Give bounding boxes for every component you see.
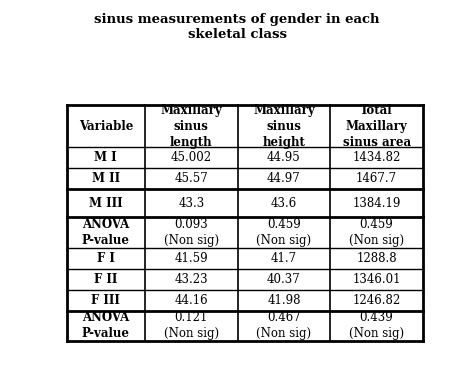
Text: 40.37: 40.37 <box>267 273 301 286</box>
Text: 41.98: 41.98 <box>267 294 301 307</box>
Text: 1288.8: 1288.8 <box>356 251 397 264</box>
Text: 41.59: 41.59 <box>174 251 208 264</box>
Text: F II: F II <box>94 273 118 286</box>
Text: 44.16: 44.16 <box>174 294 208 307</box>
Text: Total
Maxillary
sinus area: Total Maxillary sinus area <box>343 104 410 149</box>
Text: F III: F III <box>91 294 120 307</box>
Text: 0.093
(Non sig): 0.093 (Non sig) <box>164 218 219 247</box>
Text: 44.97: 44.97 <box>267 172 301 185</box>
Text: 43.6: 43.6 <box>271 196 297 209</box>
Text: Maxillary
sinus
length: Maxillary sinus length <box>160 104 222 149</box>
Text: 0.467
(Non sig): 0.467 (Non sig) <box>256 311 311 340</box>
Text: 43.23: 43.23 <box>174 273 208 286</box>
Text: Variable: Variable <box>79 120 133 132</box>
Text: ANOVA
P-value: ANOVA P-value <box>82 218 130 247</box>
Text: 1246.82: 1246.82 <box>353 294 401 307</box>
Text: 0.439
(Non sig): 0.439 (Non sig) <box>349 311 404 340</box>
Text: 1384.19: 1384.19 <box>352 196 401 209</box>
Text: Maxillary
sinus
height: Maxillary sinus height <box>253 104 315 149</box>
Text: ANOVA
P-value: ANOVA P-value <box>82 311 130 340</box>
Text: 1434.82: 1434.82 <box>352 151 401 164</box>
Text: M II: M II <box>92 172 120 185</box>
Text: 0.459
(Non sig): 0.459 (Non sig) <box>349 218 404 247</box>
Text: F I: F I <box>97 251 115 264</box>
Text: 1346.01: 1346.01 <box>352 273 401 286</box>
Text: sinus measurements of gender in each
skeletal class: sinus measurements of gender in each ske… <box>94 13 380 42</box>
Text: 1467.7: 1467.7 <box>356 172 397 185</box>
Text: 0.459
(Non sig): 0.459 (Non sig) <box>256 218 311 247</box>
Text: M I: M I <box>94 151 117 164</box>
Text: 0.121
(Non sig): 0.121 (Non sig) <box>164 311 219 340</box>
Text: 45.002: 45.002 <box>171 151 212 164</box>
Text: 45.57: 45.57 <box>174 172 208 185</box>
Text: 43.3: 43.3 <box>178 196 204 209</box>
Text: 41.7: 41.7 <box>271 251 297 264</box>
Text: M III: M III <box>89 196 123 209</box>
Text: 44.95: 44.95 <box>267 151 301 164</box>
